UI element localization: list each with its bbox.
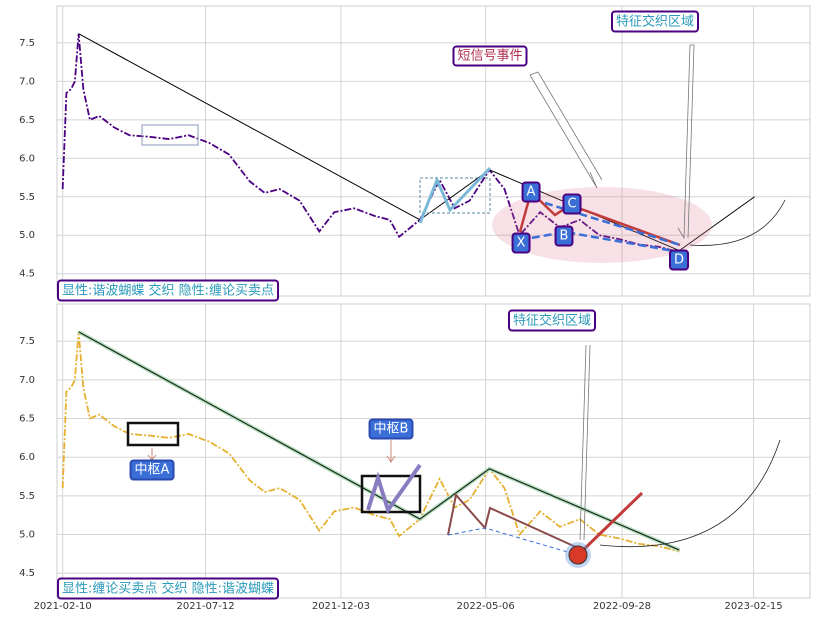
x-tick-label: 2023-02-15 xyxy=(725,601,783,612)
y-tick-label: 5.0 xyxy=(19,230,35,241)
arc xyxy=(599,439,781,548)
annotation-box xyxy=(452,45,528,67)
annotation: C xyxy=(567,197,576,212)
annotation: 中枢A xyxy=(135,463,170,478)
annotation: 特征交织区域 xyxy=(513,313,591,329)
signal-dot xyxy=(568,545,588,565)
arrow xyxy=(579,344,591,541)
y-tick-label: 7.5 xyxy=(19,336,35,347)
pattern xyxy=(366,463,422,515)
y-tick-label: 5.5 xyxy=(19,192,35,203)
annotation-box xyxy=(129,459,175,481)
panel: 4.5 5.0 5.5 6.0 6.5 7.0 7.5 xyxy=(19,5,811,297)
arrow xyxy=(386,440,396,463)
pattern xyxy=(418,166,492,224)
pattern xyxy=(519,201,681,254)
pivot-box xyxy=(419,177,491,214)
annotation: D xyxy=(674,253,684,268)
arrow xyxy=(529,71,603,189)
annotation: A xyxy=(527,185,536,200)
pattern xyxy=(518,189,681,247)
annotation-box xyxy=(511,232,531,254)
y-tick-label: 5.0 xyxy=(19,530,35,541)
y-tick-label: 6.0 xyxy=(19,153,35,164)
pattern xyxy=(576,491,644,557)
zigzag-line xyxy=(78,331,680,551)
y-tick-label: 4.5 xyxy=(19,269,35,280)
annotation-box xyxy=(610,10,700,33)
annotation-box xyxy=(368,418,414,440)
y-tick-label: 7.5 xyxy=(19,38,35,49)
pattern xyxy=(447,527,579,556)
pivot-box xyxy=(126,421,180,447)
annotation-box xyxy=(521,181,541,203)
annotation: X xyxy=(517,236,526,251)
y-tick-label: 4.5 xyxy=(19,568,35,579)
y-tick-label: 7.0 xyxy=(19,375,35,386)
price-line xyxy=(61,331,680,553)
y-tick-label: 6.5 xyxy=(19,115,35,126)
y-tick-label: 7.0 xyxy=(19,76,35,87)
plot-area xyxy=(56,5,811,297)
plot-area xyxy=(56,303,811,599)
x-tick-label: 2021-12-03 xyxy=(312,601,370,612)
decorations xyxy=(126,44,786,568)
annotation: 短信号事件 xyxy=(457,49,522,64)
x-tick-label: 2021-02-10 xyxy=(34,601,92,612)
annotation-box xyxy=(562,193,582,215)
panel: 4.5 5.0 5.5 6.0 6.5 7.0 7.5 2021-02-10 2021-07-1… xyxy=(19,303,811,612)
annotation-box xyxy=(56,577,280,600)
y-tick-label: 5.5 xyxy=(19,491,35,502)
annotation: B xyxy=(560,229,569,244)
x-tick-label: 2021-07-12 xyxy=(176,601,234,612)
pivot-box xyxy=(141,124,199,146)
y-tick-label: 6.0 xyxy=(19,452,35,463)
y-tick-label: 6.5 xyxy=(19,414,35,425)
x-tick-label: 2022-09-28 xyxy=(593,601,651,612)
annotation-box xyxy=(668,249,690,271)
annotation: 中枢B xyxy=(374,422,409,437)
annotation-box xyxy=(56,279,280,302)
arrow xyxy=(677,44,695,240)
arc xyxy=(689,199,786,246)
annotation-box xyxy=(507,309,597,332)
annotation: 显性:谐波蝴蝶 交织 隐性:缠论买卖点 xyxy=(62,283,274,299)
annotation-box xyxy=(554,225,574,247)
pivot-box xyxy=(360,474,422,514)
price-line xyxy=(61,33,680,254)
x-tick-label: 2022-05-06 xyxy=(457,601,515,612)
annotation: 显性:缠论买卖点 交织 隐性:谐波蝴蝶 xyxy=(62,581,274,597)
annotation: 特征交织区域 xyxy=(616,14,694,30)
